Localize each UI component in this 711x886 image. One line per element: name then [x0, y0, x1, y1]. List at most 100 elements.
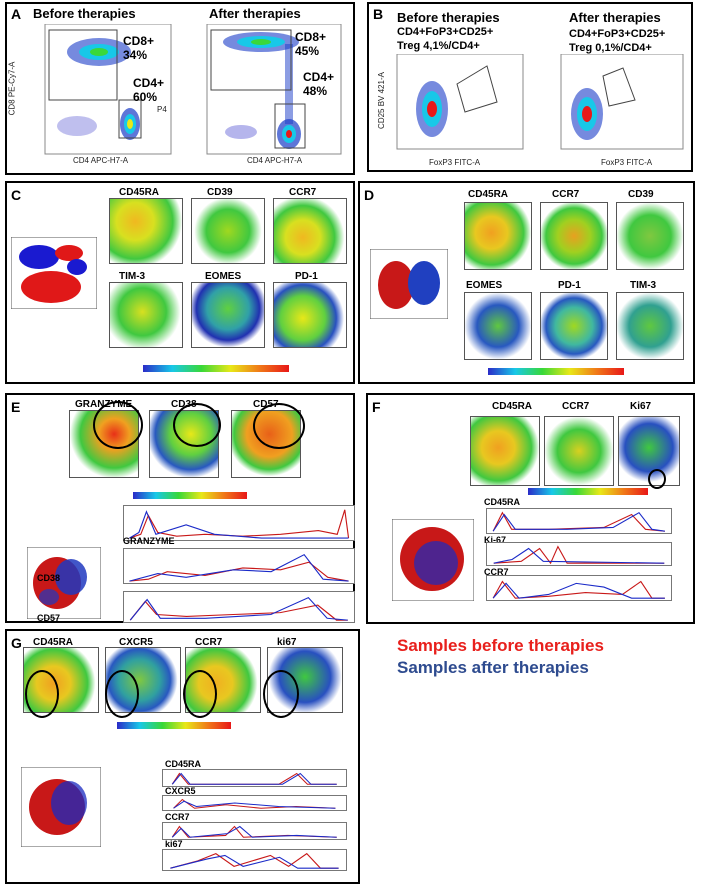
marker-label: CD45RA [468, 189, 509, 200]
flow-plot-before [44, 24, 172, 155]
after-cd4-label: CD4+ [303, 70, 335, 84]
marker-label: CD57 [253, 399, 279, 410]
tsne-overview [11, 237, 97, 309]
marker-label: CCR7 [289, 187, 317, 198]
tsne-plot [470, 416, 540, 486]
flow-plot-after [206, 24, 342, 155]
highlight-circle [648, 469, 666, 489]
after-title: After therapies [209, 6, 301, 21]
histogram-ccr7 [486, 575, 672, 601]
panel-b: B Before therapies After therapies CD4+F… [367, 2, 693, 172]
legend-after: Samples after therapies [397, 658, 589, 677]
histogram-label: CD45RA [484, 497, 521, 507]
tsne-plot [109, 198, 183, 264]
highlight-circle [93, 401, 143, 449]
before-treg-line2: Treg 4,1%/CD4+ [397, 40, 480, 52]
flow-plot-before [396, 54, 524, 150]
color-scale-bar [117, 722, 231, 729]
histogram-label: CD57 [37, 613, 61, 623]
legend-before: Samples before therapies [397, 636, 604, 655]
tsne-plot [544, 416, 614, 486]
histogram-label: GRANZYME [123, 536, 175, 546]
before-cd8-pct: 34% [123, 48, 148, 62]
histogram-ki67 [486, 542, 672, 566]
panel-e: E GRANZYME CD38 CD57 GRANZYME CD38 CD57 [5, 393, 355, 623]
histogram-ccr7 [162, 822, 347, 840]
histogram-label: CXCR5 [165, 786, 196, 796]
highlight-circle [263, 670, 299, 718]
histogram-cd45ra [162, 769, 347, 787]
marker-label: TIM-3 [119, 271, 146, 282]
before-xlabel: CD4 APC-H7-A [73, 156, 129, 165]
tsne-plot [616, 292, 684, 360]
gate-p4: P4 [157, 105, 167, 114]
histogram-ki67 [162, 849, 347, 871]
before-ylabel: CD8 PE-Cy7-A [7, 61, 17, 116]
marker-label: PD-1 [295, 271, 318, 282]
tsne-plot [109, 282, 183, 348]
histogram-label: Ki-67 [484, 535, 507, 545]
marker-label: CD39 [207, 187, 233, 198]
tsne-plot [191, 282, 265, 348]
panel-label: E [11, 399, 21, 415]
before-treg-line1: CD4+FoP3+CD25+ [397, 26, 494, 38]
before-cd4-pct: 60% [133, 90, 158, 104]
histogram-cxcr5 [162, 795, 347, 811]
tsne-plot [273, 198, 347, 264]
after-xlabel: CD4 APC-H7-A [247, 156, 303, 165]
marker-label: PD-1 [558, 280, 581, 291]
tsne-plot [464, 292, 532, 360]
after-treg-line1: CD4+FoP3+CD25+ [569, 28, 666, 40]
histogram-cd45ra [486, 508, 672, 534]
marker-label: TIM-3 [630, 280, 657, 291]
panel-a: A Before therapies After therapies CD8+ … [5, 2, 355, 175]
flow-plot-after [560, 54, 684, 150]
tsne-plot [273, 282, 347, 348]
panel-c: C CD45RA CD39 CCR7 TIM-3 EOMES PD-1 [5, 181, 355, 384]
histogram-label: CCR7 [165, 812, 190, 822]
panel-g: G CD45RA CXCR5 CCR7 ki67 CD45RA CXCR5 CC… [5, 629, 360, 884]
after-cd8-pct: 45% [295, 44, 320, 58]
histogram-label: CCR7 [484, 567, 509, 577]
panel-f: F CD45RA CCR7 Ki67 CD45RA Ki-67 CCR7 [366, 393, 695, 624]
panel-label: F [372, 399, 381, 415]
color-scale-bar [528, 488, 648, 495]
tsne-overview [370, 249, 448, 319]
after-xlabel: FoxP3 FITC-A [601, 158, 653, 167]
before-xlabel: FoxP3 FITC-A [429, 158, 481, 167]
before-title: Before therapies [33, 6, 136, 21]
panel-label: D [364, 187, 375, 203]
highlight-circle [105, 670, 139, 718]
tsne-plot [191, 198, 265, 264]
highlight-circle [183, 670, 217, 718]
marker-label: CD45RA [33, 637, 74, 648]
color-scale-bar [143, 365, 289, 372]
after-cd8-label: CD8+ [295, 30, 327, 44]
tsne-overview [27, 547, 101, 619]
after-treg-line2: Treg 0,1%/CD4+ [569, 42, 652, 54]
before-ylabel: CD25 BV 421-A [376, 72, 386, 129]
marker-label: EOMES [466, 280, 503, 291]
marker-label: CD45RA [492, 401, 533, 412]
marker-label: CCR7 [552, 189, 580, 200]
histogram-label: ki67 [165, 839, 183, 849]
before-cd8-label: CD8+ [123, 34, 155, 48]
tsne-plot [540, 292, 608, 360]
panel-label: B [373, 6, 384, 22]
histogram-label: CD45RA [165, 759, 202, 769]
marker-label: CD38 [171, 399, 197, 410]
highlight-circle [25, 670, 59, 718]
marker-label: CCR7 [562, 401, 590, 412]
tsne-plot [616, 202, 684, 270]
histogram-cd57 [123, 591, 355, 623]
highlight-circle [173, 403, 221, 447]
marker-label: CXCR5 [119, 637, 153, 648]
histogram-label: CD38 [37, 573, 61, 583]
panel-d: D CD45RA CCR7 CD39 EOMES PD-1 TIM-3 [358, 181, 695, 384]
color-scale-bar [488, 368, 624, 375]
before-title: Before therapies [397, 10, 500, 25]
histogram-granzyme [123, 505, 355, 541]
marker-label: CCR7 [195, 637, 223, 648]
tsne-plot [464, 202, 532, 270]
panel-label: C [11, 187, 22, 203]
